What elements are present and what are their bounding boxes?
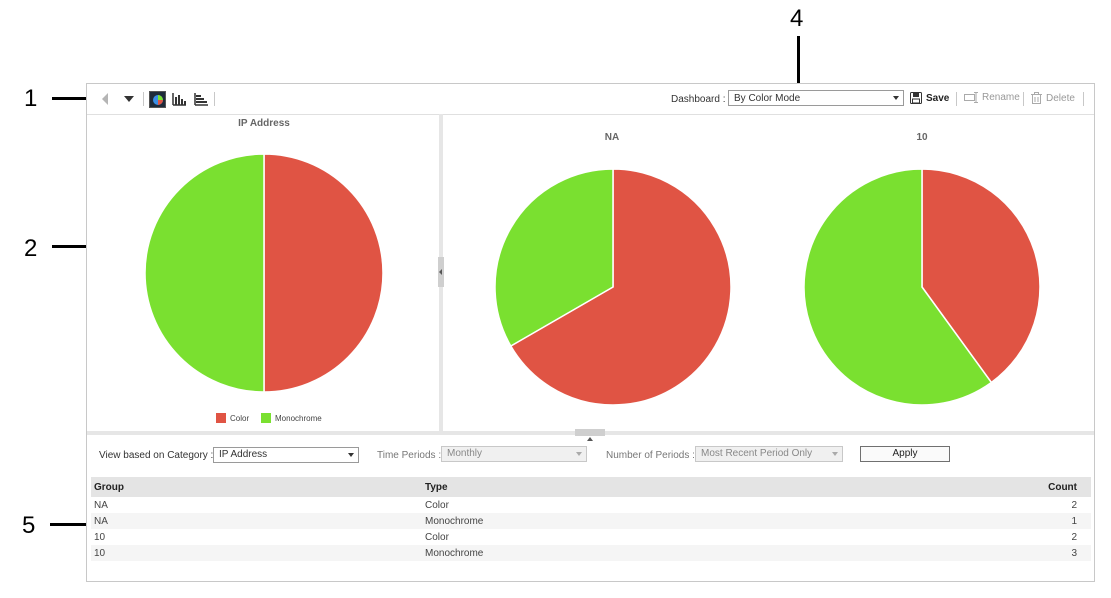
toolbar-divider [956,92,957,106]
horizontal-bar-chart-icon [194,92,208,106]
number-of-periods-label: Number of Periods : [606,450,695,461]
cell-count: 2 [1071,531,1077,543]
callout-4-line [797,36,800,86]
pie-slice-color[interactable] [921,168,1041,384]
chevron-down-icon [348,453,354,457]
category-select-value: IP Address [219,449,268,460]
rename-button[interactable]: Rename [964,92,1020,103]
pie-slice-monochrome[interactable] [803,168,993,406]
chart-title: 10 [916,132,928,143]
trash-icon [1031,92,1042,104]
pie-chart-na [494,168,732,406]
toolbar-divider [1023,92,1024,106]
bar-chart-view-button[interactable] [171,91,187,107]
table-row[interactable]: NA Color 2 [91,497,1091,513]
pie-chart-view-button[interactable] [149,91,166,108]
horizontal-bar-chart-view-button[interactable] [193,91,209,107]
chevron-up-icon [587,437,593,441]
rename-icon [964,92,978,103]
delete-label: Delete [1046,92,1075,104]
dashboard-window: Dashboard : By Color Mode Save Rename [86,83,1095,582]
toolbar-divider [143,92,144,106]
cell-type: Monochrome [422,545,948,561]
time-periods-select[interactable]: Monthly [441,446,587,462]
toolbar-divider [1083,92,1084,106]
apply-button[interactable]: Apply [860,446,950,462]
pie-chart-icon [152,94,163,105]
cell-group: 10 [91,545,422,561]
chart-title: NA [604,132,620,143]
data-table: Group Type Count NA Color 2 NA Monochrom… [91,477,1091,561]
table-row[interactable]: 10 Color 2 [91,529,1091,545]
pie-slice-monochrome[interactable] [144,153,265,393]
dashboard-select[interactable]: By Color Mode [728,90,904,106]
cell-type: Monochrome [422,513,948,529]
collapse-left-handle[interactable] [438,257,444,287]
time-periods-label: Time Periods : [377,450,442,461]
callout-4: 4 [790,5,804,32]
back-arrow-icon [102,93,108,105]
column-header-group[interactable]: Group [91,477,422,497]
toolbar: Dashboard : By Color Mode Save Rename [87,84,1094,115]
legend-swatch-color [216,413,226,423]
delete-button[interactable]: Delete [1031,92,1075,104]
rename-label: Rename [982,92,1020,103]
collapse-up-handle[interactable] [575,429,605,441]
number-of-periods-select[interactable]: Most Recent Period Only [695,446,843,462]
table-row[interactable]: 10 Monochrome 3 [91,545,1091,561]
pie-slice-monochrome[interactable] [494,168,614,348]
callout-5-line [50,523,90,526]
bar-chart-icon [172,92,186,106]
chart-title: IP Address [238,118,290,129]
legend-swatch-monochrome [261,413,271,423]
legend-label-color: Color [230,414,250,423]
dashboard-select-value: By Color Mode [734,93,801,104]
cell-type: Color [425,531,449,543]
save-button[interactable]: Save [910,92,949,104]
number-of-periods-select-value: Most Recent Period Only [701,448,813,459]
callout-5: 5 [22,512,36,539]
pie-slice-color[interactable] [509,168,732,406]
chevron-left-icon [439,269,442,275]
chevron-down-icon [832,452,838,456]
cell-count: 1 [948,513,1091,529]
pie-slice-color[interactable] [263,153,384,393]
cell-group: 10 [94,531,106,543]
save-label: Save [926,92,950,104]
dashboard-label: Dashboard : [671,94,726,105]
chevron-down-icon [893,96,899,100]
time-periods-select-value: Monthly [447,448,483,459]
callout-1: 1 [24,85,38,112]
chevron-down-icon [576,452,582,456]
legend-label-monochrome: Monochrome [275,414,322,423]
column-header-type[interactable]: Type [422,477,948,497]
cell-count: 3 [948,545,1091,561]
save-icon [910,92,922,104]
cell-group: NA [91,513,422,529]
back-button[interactable] [97,91,113,107]
pie-chart-10 [803,168,1041,406]
callout-1-line [52,97,92,100]
toolbar-divider [214,92,215,106]
column-header-count[interactable]: Count [948,477,1091,497]
cell-type: Color [425,499,449,511]
callout-2: 2 [24,235,38,262]
cell-group: NA [94,499,108,511]
category-label: View based on Category : [99,450,214,461]
pie-chart-ip-address [144,153,384,393]
cell-count: 2 [1071,499,1077,511]
dropdown-button[interactable] [121,91,137,107]
table-row[interactable]: NA Monochrome 1 [91,513,1091,529]
table-header-row: Group Type Count [91,477,1091,497]
category-select[interactable]: IP Address [213,447,359,463]
chevron-down-icon [124,96,134,102]
